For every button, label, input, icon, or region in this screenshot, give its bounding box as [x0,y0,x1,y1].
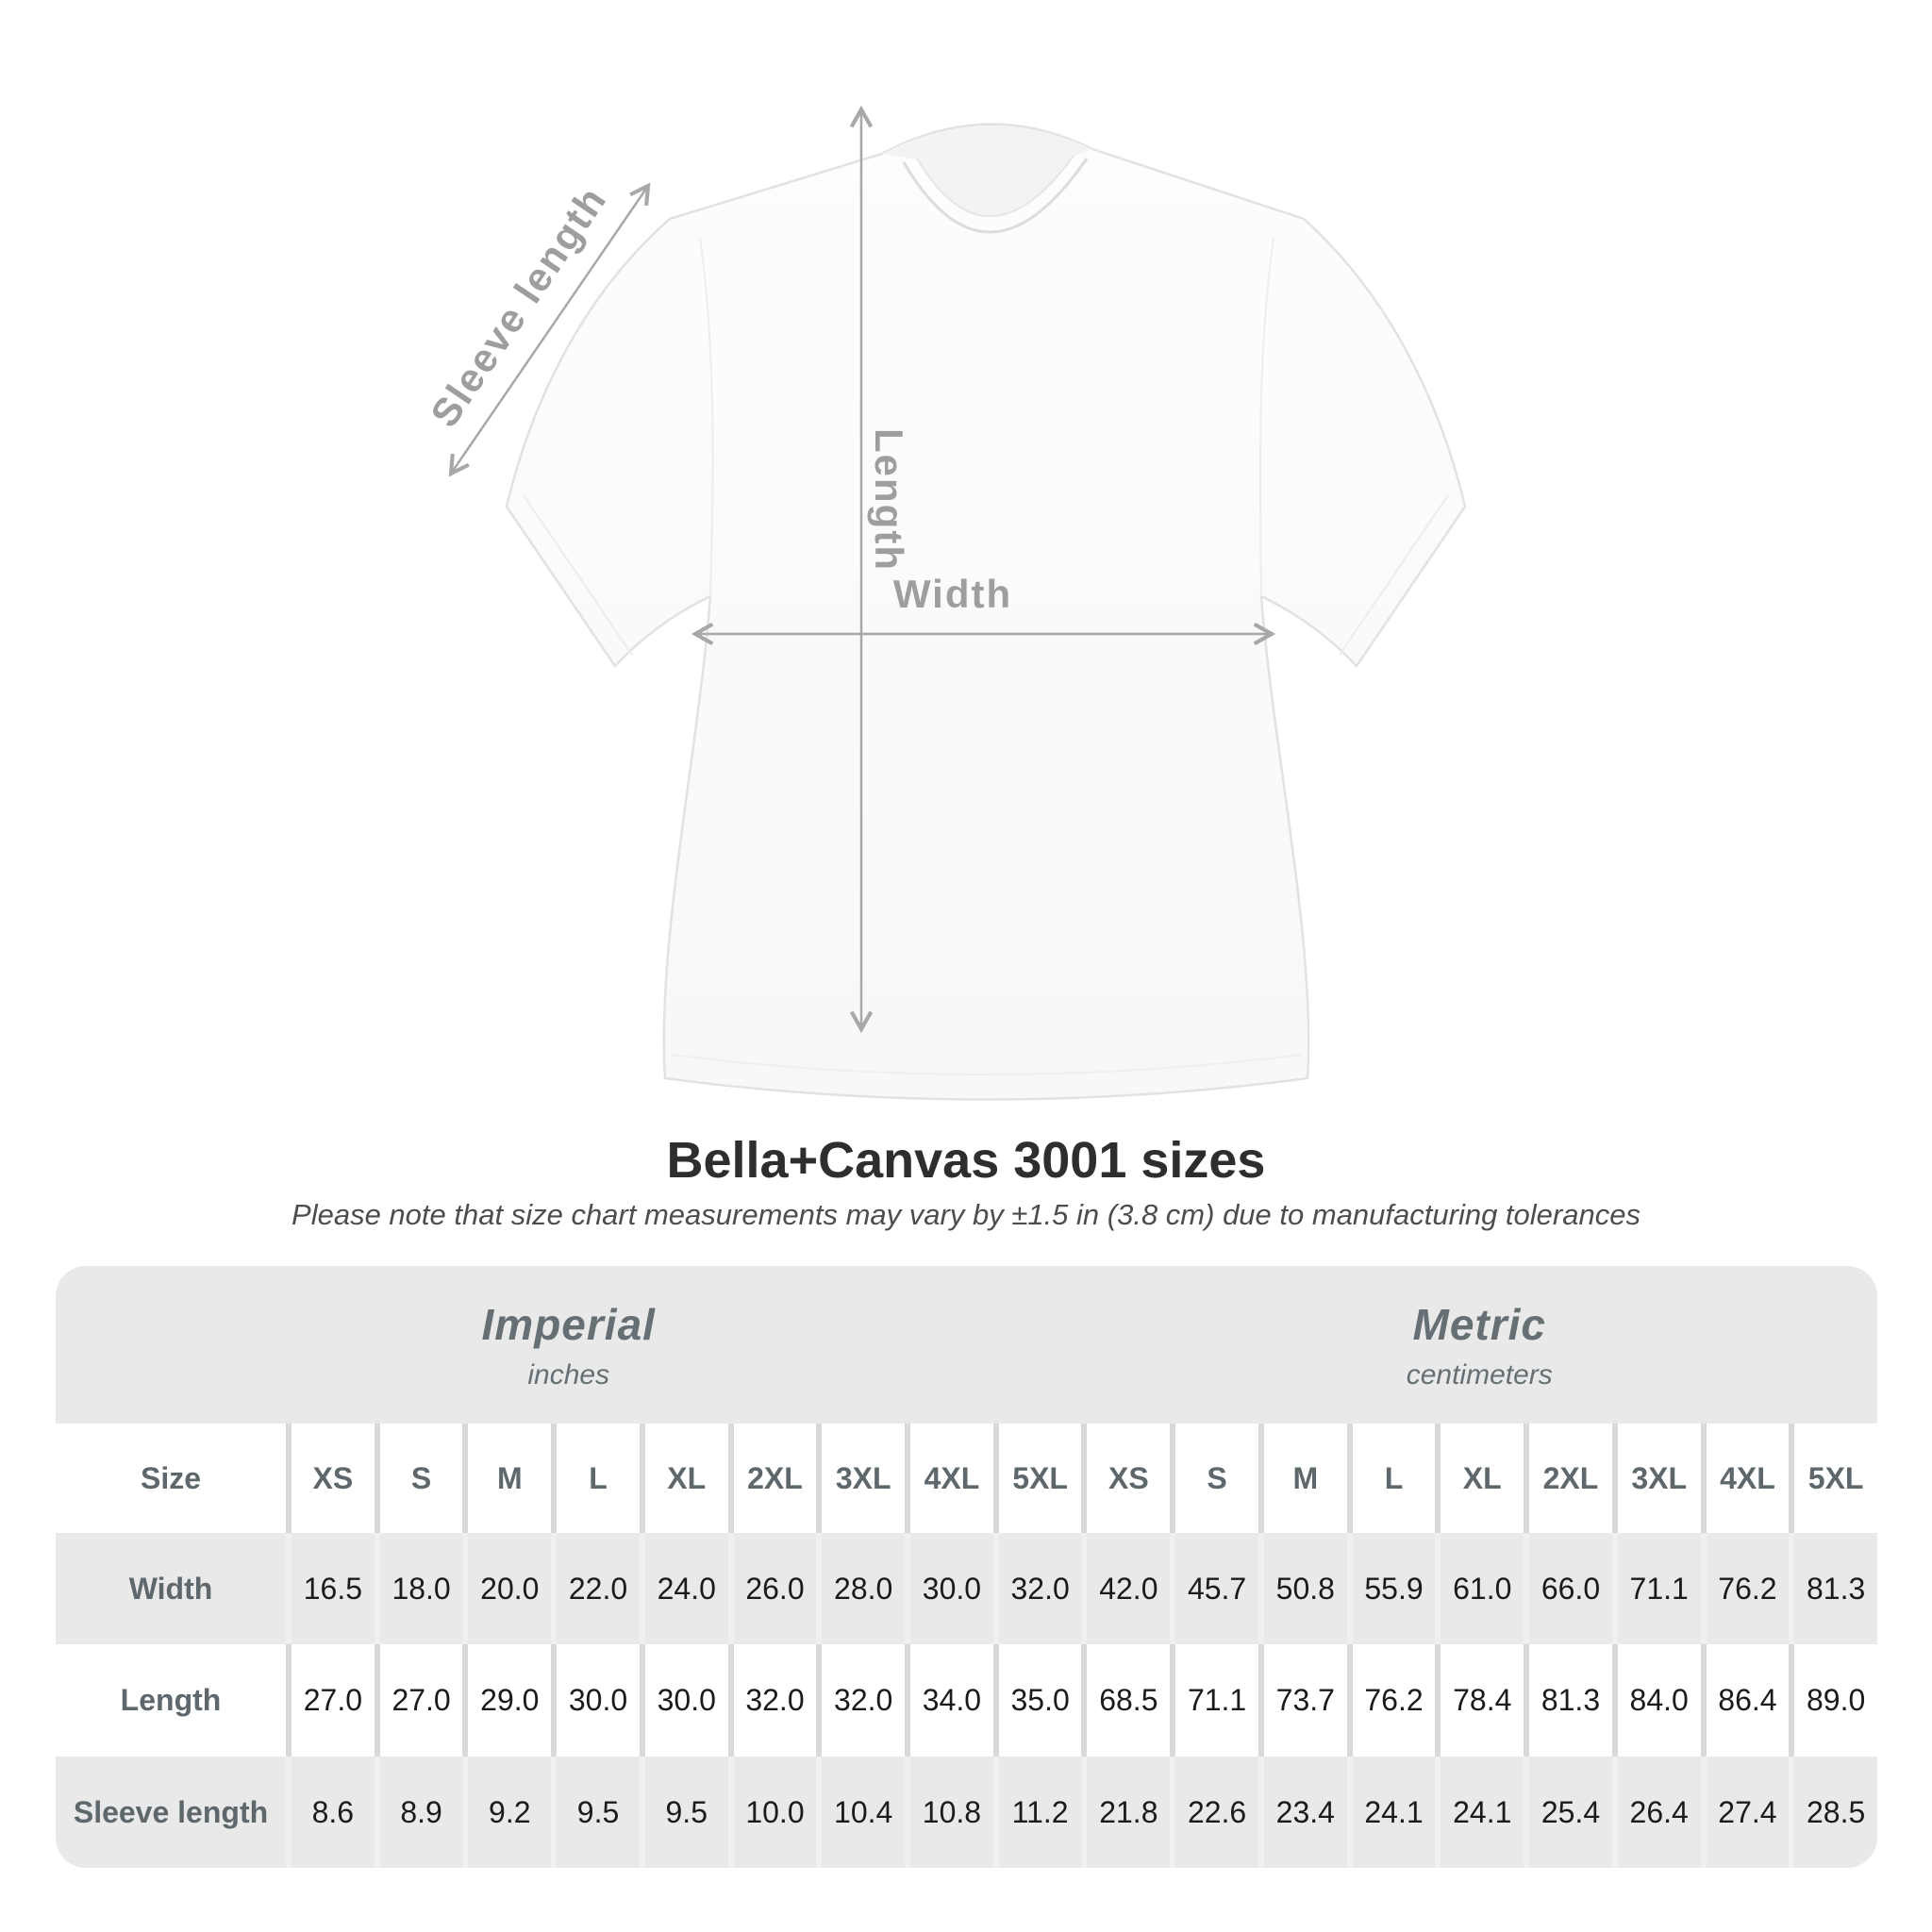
row-label: Width [128,1571,213,1606]
table-cell: 55.9 [1346,1533,1436,1644]
column-header: S [1170,1424,1258,1533]
table-cell: 18.0 [374,1533,463,1644]
table-cell: 16.5 [286,1533,375,1644]
table-cell: 23.4 [1257,1757,1347,1868]
table-cell: 27.4 [1700,1757,1790,1868]
metric-subtitle: centimeters [1406,1358,1553,1391]
table-cell: 29.0 [462,1644,551,1757]
table-cell: 30.0 [639,1644,728,1757]
measurement-arrows [448,105,1276,1034]
table-cell: 24.1 [1435,1757,1524,1868]
sleeve-length-arrow [448,182,651,477]
imperial-title: Imperial [481,1299,656,1349]
column-header: 4XL [1700,1424,1790,1533]
table-cell: 89.0 [1789,1644,1877,1757]
table-cell: 66.0 [1524,1533,1612,1644]
table-cell: 81.3 [1789,1533,1877,1644]
unit-group-band: Imperial inches Metric centimeters [56,1266,1877,1424]
table-cell: 9.2 [462,1757,551,1868]
imperial-subtitle: inches [527,1358,610,1391]
table-cell: 45.7 [1170,1533,1258,1644]
column-header: 4XL [905,1424,993,1533]
column-header: L [551,1424,640,1533]
column-header: 3XL [816,1424,905,1533]
table-cell: 20.0 [462,1533,551,1644]
page-title: Bella+Canvas 3001 sizes [666,1132,1266,1189]
table-cell: 84.0 [1611,1644,1701,1757]
table-cell: 30.0 [905,1533,993,1644]
table-cell: 28.5 [1789,1757,1877,1868]
table-cell: 27.0 [286,1644,375,1757]
column-header: L [1346,1424,1436,1533]
table-cell: 28.0 [816,1533,905,1644]
table-cell: 32.0 [816,1644,905,1757]
tshirt-shape [505,123,1467,1101]
size-chart-table: Imperial inches Metric centimeters Size … [56,1266,1877,1868]
table-row-width: Width 16.5 18.0 20.0 22.0 24.0 26.0 28.0… [56,1533,1877,1644]
table-cell: 42.0 [1081,1533,1170,1644]
table-cell: 10.8 [905,1757,993,1868]
table-cell: 35.0 [992,1644,1082,1757]
table-cell: 32.0 [727,1644,817,1757]
tolerance-note: Please note that size chart measurements… [291,1198,1641,1231]
column-header: 2XL [1524,1424,1612,1533]
table-cell: 78.4 [1435,1644,1524,1757]
table-cell: 32.0 [992,1533,1082,1644]
collar-rib-line [916,155,1074,218]
metric-title: Metric [1412,1299,1546,1349]
table-cell: 24.1 [1346,1757,1436,1868]
table-cell: 27.0 [374,1644,463,1757]
table-cell: 81.3 [1524,1644,1612,1757]
column-header: M [1257,1424,1347,1533]
unit-group-metric: Metric centimeters [1082,1266,1878,1424]
table-cell: 25.4 [1524,1757,1612,1868]
table-cell: 26.0 [727,1533,817,1644]
column-header: XS [286,1424,375,1533]
column-header-size: Size [140,1460,202,1495]
table-header-row: Size XS S M L XL 2XL 3XL 4XL 5XL XS S M … [56,1424,1877,1533]
row-label: Sleeve length [73,1794,269,1829]
column-header: S [374,1424,463,1533]
table-cell: 68.5 [1081,1644,1170,1757]
table-cell: 21.8 [1081,1757,1170,1868]
row-label: Length [120,1683,222,1717]
table-cell: 71.1 [1611,1533,1701,1644]
table-cell: 71.1 [1170,1644,1258,1757]
table-cell: 10.0 [727,1757,817,1868]
unit-group-imperial: Imperial inches [56,1266,1082,1424]
collar-seam [902,158,1089,234]
table-row-length: Length 27.0 27.0 29.0 30.0 30.0 32.0 32.… [56,1644,1877,1757]
column-header: XL [1435,1424,1524,1533]
table-cell: 24.0 [639,1533,728,1644]
table-row-sleeve-length: Sleeve length 8.6 8.9 9.2 9.5 9.5 10.0 1… [56,1757,1877,1868]
table-cell: 22.0 [551,1533,640,1644]
width-label: Width [892,572,1013,616]
table-cell: 73.7 [1257,1644,1347,1757]
column-header: 2XL [727,1424,817,1533]
tshirt-measurement-diagram: Sleeve length Length Width [422,105,1467,1101]
table-cell: 10.4 [816,1757,905,1868]
column-header: M [462,1424,551,1533]
table-cell: 8.9 [374,1757,463,1868]
table-cell: 76.2 [1700,1533,1790,1644]
caption: Bella+Canvas 3001 sizes Please note that… [0,1134,1932,1232]
table-cell: 11.2 [992,1757,1082,1868]
table-cell: 61.0 [1435,1533,1524,1644]
table-cell: 22.6 [1170,1757,1258,1868]
table-cell: 50.8 [1257,1533,1347,1644]
table-cell: 26.4 [1611,1757,1701,1868]
column-header: 3XL [1611,1424,1701,1533]
column-header: XS [1081,1424,1170,1533]
tshirt-illustration [448,105,1467,1101]
table-cell: 34.0 [905,1644,993,1757]
table-cell: 9.5 [551,1757,640,1868]
table-cell: 8.6 [286,1757,375,1868]
column-header: 5XL [992,1424,1082,1533]
column-header: 5XL [1789,1424,1877,1533]
table-cell: 76.2 [1346,1644,1436,1757]
column-header: XL [639,1424,728,1533]
table-cell: 86.4 [1700,1644,1790,1757]
table-cell: 9.5 [639,1757,728,1868]
table-cell: 30.0 [551,1644,640,1757]
